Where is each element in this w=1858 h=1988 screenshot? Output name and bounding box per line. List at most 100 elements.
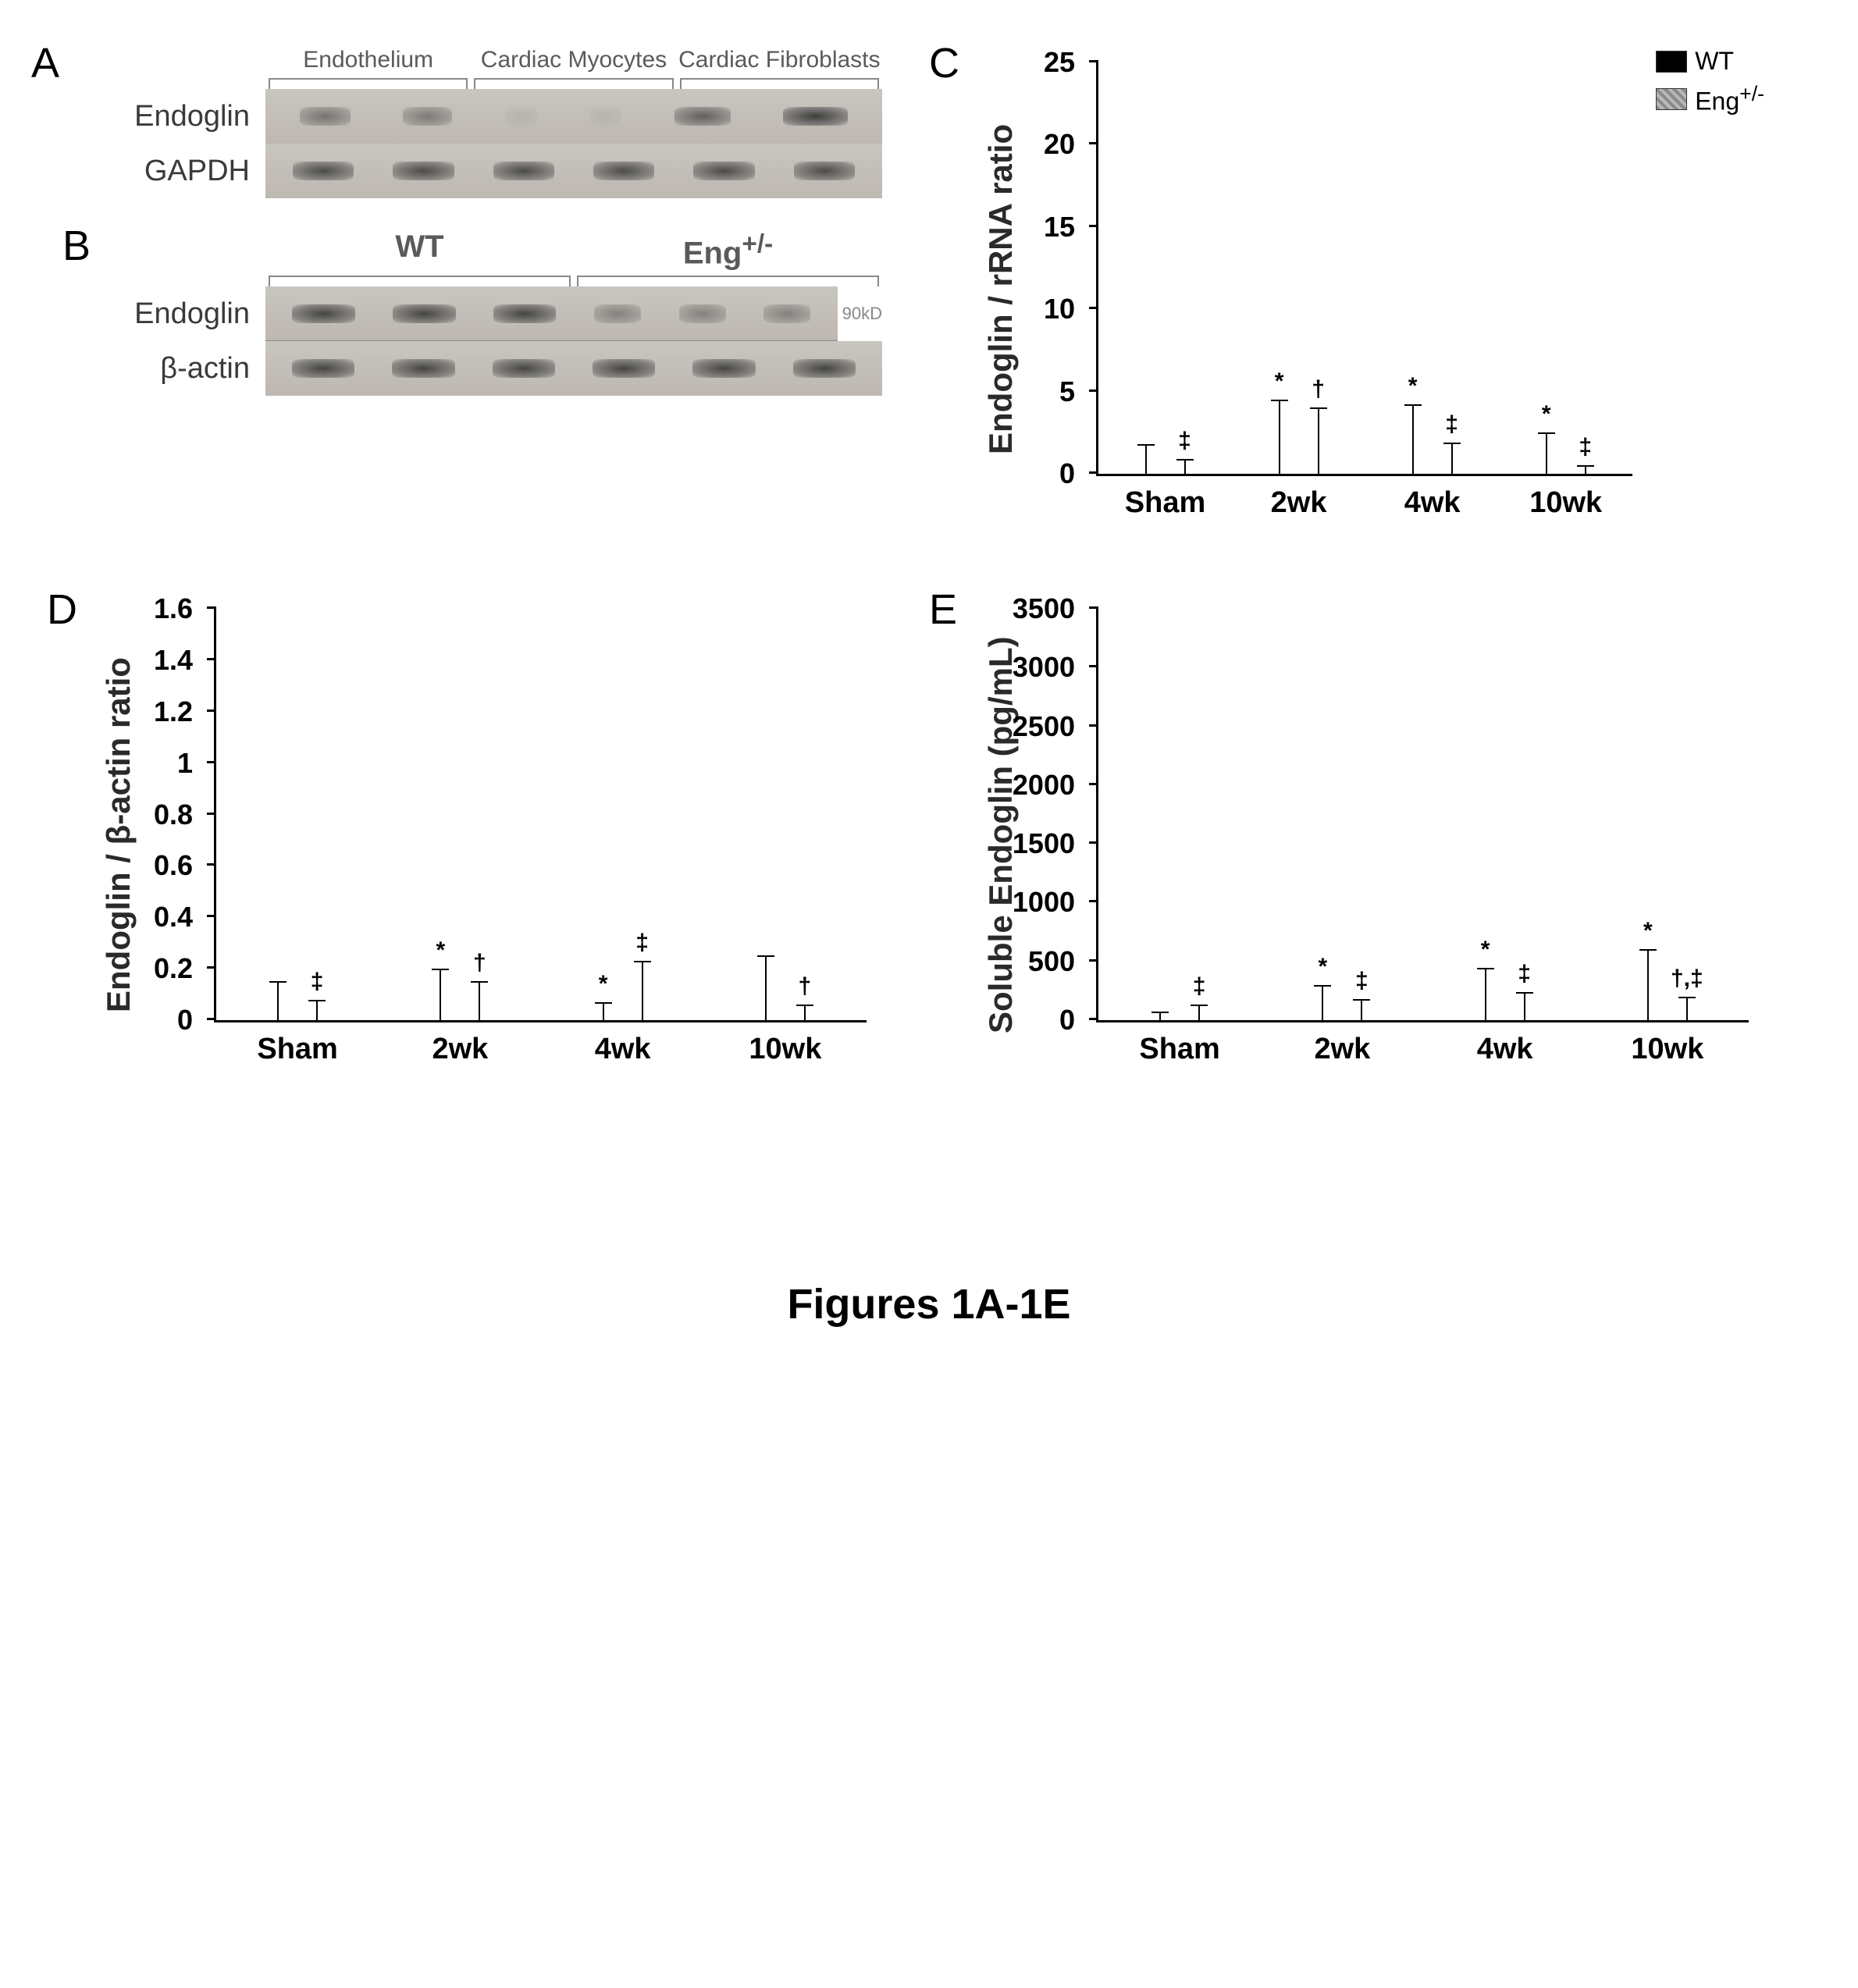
legend: WT Eng+/-	[1648, 47, 1764, 531]
error-bar	[642, 961, 643, 1020]
significance-marker: *	[436, 937, 446, 964]
panel-label-c: C	[929, 39, 959, 87]
gel-band	[593, 162, 654, 180]
panel-d: D Endoglin / β-actin ratio 00.20.40.60.8…	[94, 593, 882, 1077]
x-category-label: 2wk	[1271, 486, 1327, 520]
significance-marker: *	[1542, 401, 1551, 428]
ytick-label: 0.4	[154, 901, 193, 934]
ytick-label: 2500	[1013, 710, 1075, 743]
bracket	[474, 78, 673, 89]
panel-a: A Endothelium Cardiac Myocytes Cardiac F…	[125, 47, 882, 198]
blot-row: GAPDH	[125, 144, 882, 198]
blot-row: Endoglin	[125, 89, 882, 144]
ytick-label: 5	[1059, 375, 1075, 408]
plot-area: 0510152025‡Sham*†2wk*‡4wk*‡10wk	[1096, 62, 1632, 476]
significance-marker: †	[1312, 376, 1325, 403]
significance-marker: ‡	[1579, 434, 1592, 461]
significance-marker: ‡	[311, 969, 324, 995]
ytick: 1.4	[207, 658, 216, 660]
gel-band	[692, 359, 756, 378]
gel-band	[493, 359, 556, 378]
legend-swatch-wt	[1656, 51, 1687, 73]
figure-grid: A Endothelium Cardiac Myocytes Cardiac F…	[94, 47, 1764, 1077]
panel-label-d: D	[47, 585, 77, 634]
gel-band	[393, 304, 456, 323]
error-bar	[1686, 997, 1688, 1020]
ytick: 1500	[1089, 841, 1098, 844]
ytick-label: 0	[1059, 1004, 1075, 1037]
error-bar	[1546, 432, 1547, 474]
gel-band	[589, 107, 621, 126]
ytick-label: 15	[1044, 211, 1075, 244]
ytick: 0	[1089, 471, 1098, 474]
ytick: 10	[1089, 307, 1098, 309]
error-bar	[1361, 999, 1362, 1020]
x-category-label: 10wk	[1529, 486, 1602, 520]
significance-marker: †,‡	[1671, 966, 1703, 992]
col-cardiac-fibroblasts: Cardiac Fibroblasts	[677, 47, 882, 73]
bracket	[680, 78, 879, 89]
error-bar	[1184, 459, 1186, 474]
error-bar	[1647, 949, 1649, 1020]
significance-marker: ‡	[635, 930, 649, 956]
significance-marker: *	[1408, 373, 1418, 400]
error-bar	[603, 1002, 604, 1020]
error-bar	[479, 981, 480, 1020]
gel-band	[763, 304, 810, 323]
ytick-label: 2000	[1013, 769, 1075, 802]
x-category-label: Sham	[1139, 1033, 1219, 1066]
panel-a-gel: Endoglin GAPDH	[125, 89, 882, 198]
ytick: 20	[1089, 142, 1098, 144]
ytick-label: 10	[1044, 293, 1075, 325]
ytick-label: 500	[1028, 945, 1075, 978]
ytick-label: 1.6	[154, 592, 193, 625]
error-bar	[1145, 444, 1147, 474]
gel-band	[493, 162, 554, 180]
significance-marker: ‡	[1178, 428, 1191, 454]
col-endothelium: Endothelium	[265, 47, 471, 73]
ytick-label: 3000	[1013, 651, 1075, 684]
panel-a-brackets	[265, 78, 882, 89]
legend-eng: Eng+/-	[1656, 82, 1764, 116]
ytick: 0	[1089, 1018, 1098, 1020]
error-bar	[1279, 400, 1280, 474]
chart-d-wrap: Endoglin / β-actin ratio 00.20.40.60.811…	[94, 593, 882, 1077]
col-cardiac-myocytes: Cardiac Myocytes	[471, 47, 676, 73]
x-category-label: 2wk	[432, 1033, 488, 1066]
ytick: 2500	[1089, 724, 1098, 727]
gel-band	[679, 304, 726, 323]
gel-band	[293, 162, 354, 180]
ytick-label: 1.2	[154, 695, 193, 728]
gel-lane-strip	[265, 89, 882, 144]
blot-row-label: GAPDH	[125, 155, 265, 188]
error-bar	[765, 955, 767, 1020]
error-bar	[804, 1005, 806, 1020]
gel-band	[300, 107, 351, 126]
chart-c-wrap: Endoglin / rRNA ratio 0510152025‡Sham*†2…	[976, 47, 1764, 531]
error-bar	[1412, 404, 1414, 474]
panel-e: E Soluble Endoglin (pg/mL) 0500100015002…	[976, 593, 1764, 1077]
ytick-label: 1000	[1013, 886, 1075, 919]
error-bar	[1318, 407, 1319, 474]
gel-band	[794, 162, 855, 180]
significance-marker: ‡	[1445, 411, 1458, 438]
error-bar	[1485, 968, 1486, 1020]
blot-row-label: Endoglin	[125, 297, 265, 331]
gel-lane-strip	[265, 341, 882, 396]
gel-band	[393, 162, 454, 180]
panel-label-b: B	[62, 222, 91, 270]
ytick-label: 25	[1044, 46, 1075, 79]
significance-marker: *	[1319, 954, 1328, 980]
gel-lane-strip	[265, 286, 838, 341]
ytick-label: 20	[1044, 128, 1075, 161]
gel-band	[292, 359, 355, 378]
ytick: 0.6	[207, 863, 216, 866]
panel-b-brackets	[265, 276, 882, 286]
gel-band	[594, 304, 641, 323]
x-category-label: 10wk	[1631, 1033, 1703, 1066]
legend-swatch-eng	[1656, 88, 1687, 110]
error-bar	[1451, 443, 1453, 474]
ytick: 3000	[1089, 665, 1098, 667]
significance-marker: *	[1643, 918, 1653, 944]
error-bar	[1585, 465, 1586, 474]
